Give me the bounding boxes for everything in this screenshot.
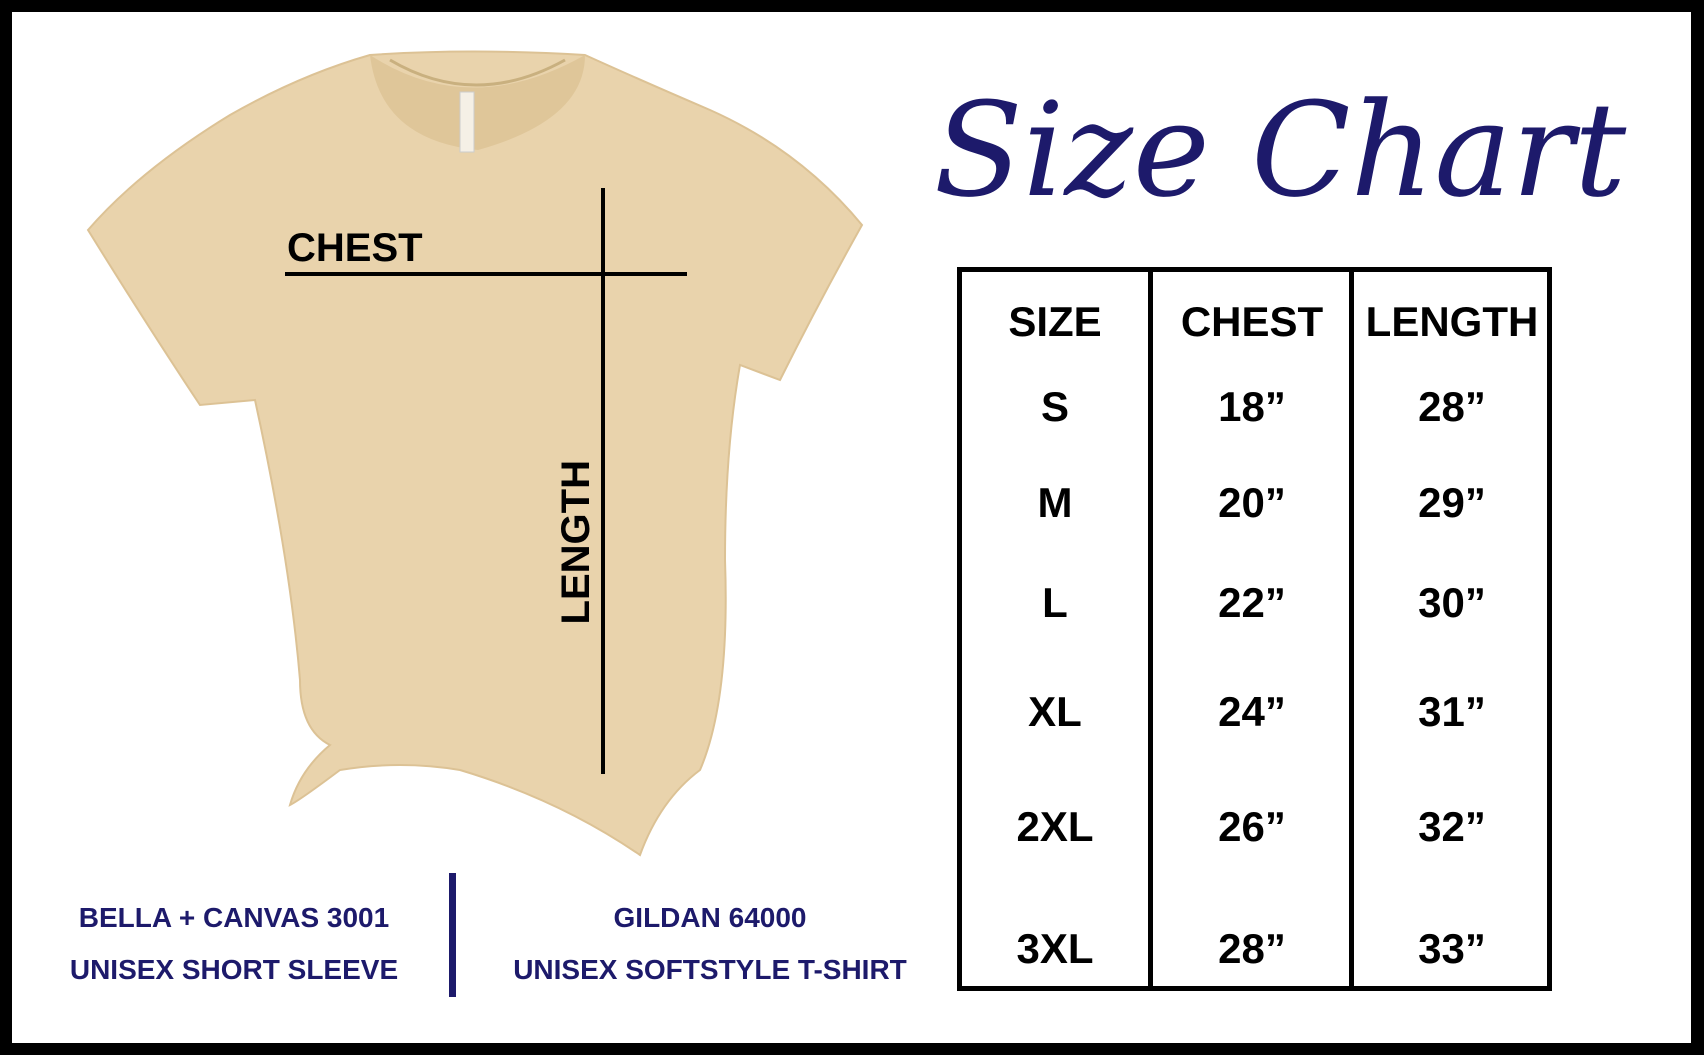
page-title: Size Chart: [933, 74, 1627, 226]
table-cell-size: L: [1042, 579, 1068, 626]
brand-model: BELLA + CANVAS 3001: [78, 902, 390, 933]
tshirt-tag: [459, 91, 475, 153]
table-cell-length: 30”: [1418, 579, 1486, 626]
table-cell-chest: 22”: [1218, 579, 1286, 626]
brand-description: UNISEX SOFTSTYLE T-SHIRT: [513, 954, 907, 985]
size-table: SIZE CHEST LENGTH S 18” 28” M 20” 29” L 22” 30” XL 24…: [957, 267, 1552, 991]
tshirt-collar: [370, 55, 585, 150]
table-cell-size: XL: [1028, 688, 1082, 735]
table-cell-chest: 18”: [1218, 383, 1286, 430]
chest-label: CHEST: [287, 226, 423, 270]
table-cell-size: M: [1037, 479, 1073, 526]
table-cell-length: 31”: [1418, 688, 1486, 735]
table-cell-size: 2XL: [1016, 803, 1094, 850]
column-divider: [1148, 272, 1153, 986]
column-header: CHEST: [1180, 298, 1324, 345]
column-header: SIZE: [1008, 298, 1102, 345]
table-cell-size: 3XL: [1016, 925, 1094, 972]
table-cell-chest: 26”: [1218, 803, 1286, 850]
table-cell-chest: 24”: [1218, 688, 1286, 735]
column-divider: [1349, 272, 1354, 986]
brand-bella-canvas: BELLA + CANVAS 3001 UNISEX SHORT SLEEVE: [29, 892, 439, 996]
table-cell-chest: 28”: [1218, 925, 1286, 972]
column-header: LENGTH: [1365, 298, 1539, 345]
tshirt-shape: [86, 50, 864, 857]
brand-divider: [449, 873, 456, 997]
table-cell-length: 28”: [1418, 383, 1486, 430]
table-cell-size: S: [1040, 383, 1069, 430]
table-cell-length: 32”: [1418, 803, 1486, 850]
table-cell-length: 33”: [1418, 925, 1486, 972]
table-cell-length: 29”: [1418, 479, 1486, 526]
brand-description: UNISEX SHORT SLEEVE: [69, 954, 399, 985]
table-cell-chest: 20”: [1218, 479, 1286, 526]
length-label: LENGTH: [554, 460, 598, 625]
brand-model: GILDAN 64000: [613, 902, 807, 933]
brand-gildan: GILDAN 64000 UNISEX SOFTSTYLE T-SHIRT: [470, 892, 950, 996]
